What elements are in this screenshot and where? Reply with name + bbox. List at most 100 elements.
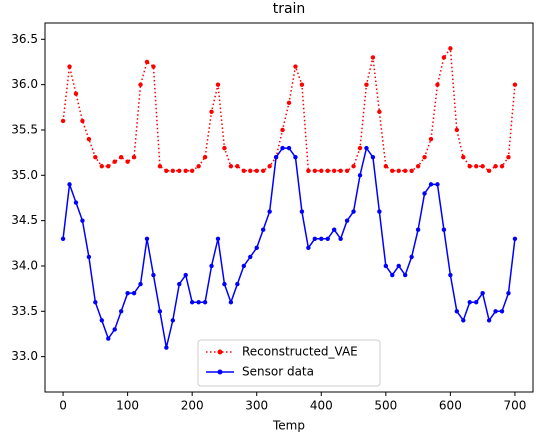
- series-point: [331, 168, 337, 173]
- series-point: [435, 182, 440, 187]
- series-point: [306, 245, 311, 251]
- series-point: [415, 227, 421, 232]
- series-point: [60, 118, 66, 124]
- series-point: [390, 168, 395, 173]
- series-point: [402, 168, 408, 173]
- series-point: [422, 154, 427, 160]
- y-tick-label: 35.0: [11, 168, 38, 182]
- series-point: [344, 218, 350, 223]
- series-point: [177, 281, 182, 287]
- series-point: [409, 254, 414, 260]
- series-point: [467, 164, 472, 169]
- y-tick-label: 36.5: [11, 32, 38, 46]
- series-point: [486, 318, 492, 323]
- series-point: [377, 109, 382, 115]
- series-point: [60, 236, 66, 241]
- series-point: [67, 64, 72, 69]
- series-point: [260, 168, 266, 173]
- series-point: [512, 236, 518, 241]
- series-point: [338, 236, 343, 241]
- series-point: [235, 164, 240, 169]
- series-point: [228, 300, 234, 305]
- series-point: [499, 309, 505, 314]
- series-point: [99, 318, 105, 323]
- x-tick-label: 100: [116, 399, 139, 413]
- series-point: [254, 245, 259, 251]
- y-tick-label: 33.5: [11, 304, 38, 318]
- series-point: [441, 227, 447, 232]
- series-point: [409, 168, 414, 173]
- series-point: [125, 290, 130, 296]
- series-point: [293, 154, 298, 160]
- series-point: [506, 290, 511, 296]
- series-point: [118, 309, 124, 314]
- series-point: [325, 168, 330, 173]
- series-point: [112, 327, 117, 332]
- y-tick-label: 34.5: [11, 213, 38, 227]
- legend-label: Sensor data: [242, 365, 314, 379]
- series-point: [448, 46, 453, 51]
- series-point: [241, 263, 247, 269]
- y-tick-label: 33.0: [11, 349, 38, 363]
- series-point: [454, 309, 460, 314]
- series-point: [473, 164, 479, 169]
- series-point: [473, 300, 479, 305]
- series-point: [370, 55, 376, 60]
- x-tick-label: 600: [439, 399, 462, 413]
- series-point: [506, 154, 511, 160]
- series-point: [209, 109, 214, 115]
- series-point: [93, 154, 98, 160]
- legend-marker: [217, 349, 223, 355]
- series-point: [73, 91, 79, 96]
- series-point: [144, 236, 150, 241]
- x-tick-label: 300: [245, 399, 268, 413]
- series-point: [331, 227, 337, 232]
- series-point: [170, 318, 176, 323]
- x-tick-label: 500: [374, 399, 397, 413]
- series-point: [125, 159, 130, 164]
- series-point: [151, 272, 156, 278]
- series-point: [493, 309, 498, 314]
- series-point: [364, 82, 369, 87]
- plot-frame: [44, 22, 534, 393]
- series-point: [267, 164, 272, 169]
- series-point: [299, 209, 305, 214]
- series-point: [338, 168, 343, 173]
- series-point: [228, 164, 234, 169]
- chart-title: train: [273, 1, 306, 17]
- series-point: [486, 168, 492, 173]
- series-point: [112, 159, 117, 164]
- series-point: [273, 154, 279, 160]
- series-point: [267, 209, 272, 214]
- series-point: [138, 281, 143, 287]
- x-axis-label: Temp: [272, 419, 305, 433]
- series-point: [357, 173, 363, 178]
- series-point: [118, 154, 124, 160]
- series-point: [415, 164, 421, 169]
- series-point: [189, 300, 195, 305]
- series-point: [286, 145, 292, 151]
- series-point: [131, 290, 137, 296]
- series-point: [357, 145, 363, 151]
- series-point: [448, 272, 453, 278]
- series-point: [67, 182, 72, 187]
- series-point: [428, 136, 434, 142]
- series-point: [377, 209, 382, 214]
- series-point: [441, 55, 447, 60]
- series-point: [467, 300, 472, 305]
- series-point: [512, 82, 518, 87]
- x-tick-label: 0: [59, 399, 67, 413]
- series-point: [196, 300, 201, 305]
- series-point: [189, 168, 195, 173]
- series-point: [454, 127, 460, 133]
- series-point: [202, 154, 208, 160]
- series-point: [106, 164, 111, 169]
- series-point: [164, 345, 169, 350]
- series-point: [254, 168, 259, 173]
- series-point: [138, 82, 143, 87]
- series-point: [422, 191, 427, 196]
- series-point: [280, 127, 285, 133]
- series-point: [222, 145, 227, 151]
- series-point: [157, 309, 163, 314]
- series-point: [106, 336, 111, 341]
